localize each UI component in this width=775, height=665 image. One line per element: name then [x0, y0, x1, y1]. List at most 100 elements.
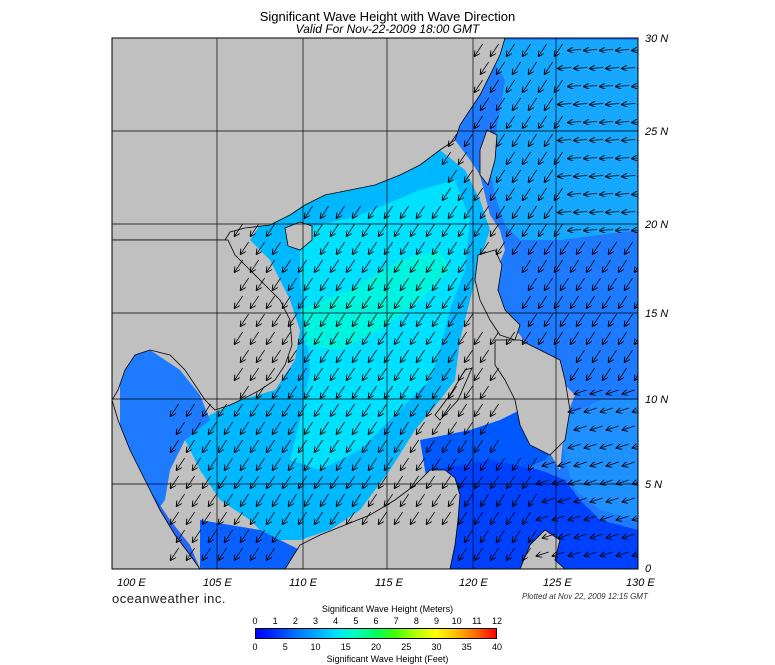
wave-direction-arrow: [590, 212, 604, 213]
wave-direction-arrow: [529, 61, 537, 74]
wave-direction-arrow: [587, 259, 595, 272]
wave-direction-arrow: [427, 367, 435, 380]
wave-direction-arrow: [187, 403, 195, 416]
wave-direction-arrow: [555, 151, 563, 164]
wave-direction-arrow: [555, 259, 563, 272]
wave-direction-arrow: [241, 529, 249, 542]
wave-direction-arrow: [539, 187, 547, 200]
wave-direction-arrow: [395, 475, 403, 488]
lon-label-125e: 125 E: [543, 577, 572, 589]
wave-direction-arrow: [241, 241, 249, 254]
wave-direction-arrow: [353, 349, 361, 362]
wave-direction-arrow: [283, 439, 291, 452]
wave-direction-arrow: [569, 516, 581, 520]
wave-direction-arrow: [539, 79, 547, 92]
wave-direction-arrow: [241, 493, 249, 506]
wave-direction-arrow: [337, 241, 345, 254]
wave-direction-arrow: [331, 439, 339, 452]
wave-direction-arrow: [619, 295, 627, 308]
wave-direction-arrow: [379, 295, 387, 308]
wave-direction-arrow: [475, 43, 483, 56]
wave-direction-arrow: [251, 439, 259, 452]
wave-direction-arrow: [443, 259, 451, 272]
wave-direction-arrow: [369, 457, 377, 470]
wave-direction-arrow: [337, 493, 345, 506]
wave-direction-arrow: [491, 403, 499, 416]
wave-direction-arrow: [539, 295, 547, 308]
colorbar-feet-tick: 5: [282, 642, 288, 652]
wave-direction-arrow: [241, 349, 249, 362]
wave-direction-arrow: [537, 552, 549, 556]
wave-direction-arrow: [299, 259, 307, 272]
wave-direction-arrow: [497, 169, 505, 182]
wave-direction-arrow: [235, 259, 243, 272]
colorbar-meter-tick: 5: [353, 616, 359, 626]
wave-direction-arrow: [219, 439, 227, 452]
wave-direction-arrow: [305, 205, 313, 218]
wave-direction-arrow: [267, 259, 275, 272]
lat-label-5n: 5 N: [645, 479, 663, 491]
wave-direction-arrow: [283, 511, 291, 524]
colorbar-feet-tick: 35: [461, 642, 472, 652]
wave-direction-arrow: [481, 97, 489, 110]
wave-direction-arrow: [331, 403, 339, 416]
wave-direction-arrow: [513, 169, 521, 182]
wave-direction-arrow: [427, 439, 435, 452]
wave-direction-arrow: [603, 367, 611, 380]
wave-direction-arrow: [616, 122, 630, 123]
wave-direction-arrow: [369, 421, 377, 434]
wave-direction-arrow: [379, 223, 387, 236]
wave-direction-arrow: [465, 133, 473, 146]
wave-direction-arrow: [600, 86, 614, 87]
wave-direction-arrow: [395, 223, 403, 236]
wave-direction-arrow: [443, 187, 451, 200]
wave-direction-arrow: [537, 480, 549, 484]
wave-direction-arrow: [600, 194, 614, 195]
wave-direction-arrow: [633, 408, 638, 412]
wave-direction-arrow: [523, 547, 531, 560]
wave-direction-arrow: [622, 104, 636, 105]
wave-direction-arrow: [635, 260, 638, 272]
wave-direction-arrow: [369, 385, 377, 398]
colorbar-meter-tick: 10: [451, 616, 462, 626]
wave-direction-arrow: [251, 475, 259, 488]
map-frame: [111, 37, 639, 570]
wave-direction-arrow: [385, 421, 393, 434]
wave-direction-arrow: [289, 457, 297, 470]
wave-direction-arrow: [513, 205, 521, 218]
wave-direction-arrow: [235, 223, 243, 236]
wave-direction-arrow: [459, 259, 467, 272]
wave-direction-arrow: [607, 426, 619, 430]
wave-direction-arrow: [273, 493, 281, 506]
wave-direction-arrow: [299, 403, 307, 416]
wave-direction-arrow: [593, 349, 601, 362]
wave-direction-arrow: [225, 529, 233, 542]
wave-direction-arrow: [315, 475, 323, 488]
wave-direction-arrow: [283, 331, 291, 344]
wave-direction-arrow: [331, 367, 339, 380]
wave-direction-arrow: [606, 176, 620, 177]
wave-direction-arrow: [545, 313, 553, 326]
wave-direction-arrow: [590, 140, 604, 141]
wave-direction-arrow: [369, 349, 377, 362]
wave-direction-arrow: [590, 68, 604, 69]
wave-direction-arrow: [638, 212, 651, 213]
wave-direction-arrow: [379, 331, 387, 344]
wave-direction-arrow: [584, 122, 598, 123]
wave-direction-arrow: [617, 444, 629, 448]
wave-direction-arrow: [559, 534, 571, 538]
wave-direction-arrow: [443, 511, 451, 524]
wave-direction-arrow: [633, 552, 638, 556]
wave-direction-arrow: [584, 230, 598, 231]
wave-direction-arrow: [459, 223, 467, 236]
colorbar-feet-tick: 15: [340, 642, 351, 652]
wave-direction-arrow: [315, 511, 323, 524]
colorbar-meter-tick: 11: [472, 616, 482, 626]
wave-direction-arrow: [632, 194, 638, 195]
wave-direction-arrow: [575, 390, 587, 394]
wave-direction-arrow: [574, 68, 588, 69]
wave-direction-arrow: [574, 176, 588, 177]
wave-direction-arrow: [555, 79, 563, 92]
wave-direction-arrow: [491, 439, 499, 452]
wave-direction-arrow: [568, 50, 582, 51]
